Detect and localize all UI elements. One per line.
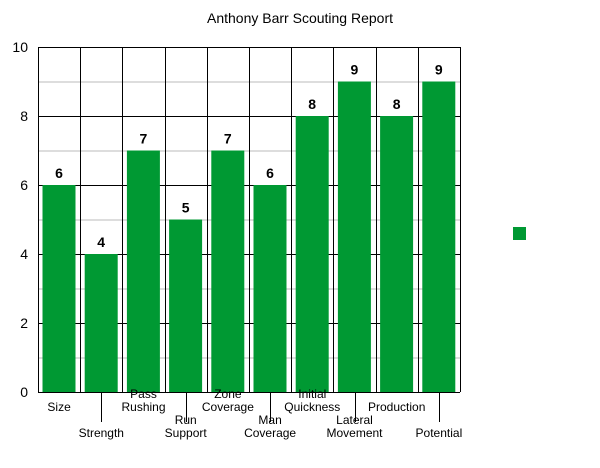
y-tick-label: 2 [20, 315, 28, 331]
x-tick-label: Man Coverage [244, 413, 296, 440]
x-tick-label: Initial Quickness [284, 387, 340, 414]
y-tick-label: 4 [20, 246, 28, 262]
x-tick-label: Pass Rushing [121, 387, 165, 414]
data-label: 9 [351, 62, 359, 78]
data-label: 7 [140, 131, 148, 147]
bar [295, 116, 329, 392]
chart-title: Anthony Barr Scouting Report [207, 10, 393, 26]
y-tick-label: 6 [20, 177, 28, 193]
data-label: 6 [55, 165, 63, 181]
bar [380, 116, 414, 392]
bar [42, 185, 76, 392]
data-label: 8 [393, 96, 401, 112]
bar [422, 81, 456, 392]
data-label: 7 [224, 131, 232, 147]
labels: 6 4 7 5 7 6 8 9 8 9 0 2 4 6 8 10 Size Strength Pass Rushing… [12, 39, 462, 440]
bar [169, 219, 203, 392]
y-tick-label: 8 [20, 108, 28, 124]
bar [126, 150, 160, 392]
x-tick-label: Potential [416, 426, 463, 440]
data-label: 8 [308, 96, 316, 112]
x-tick-label: Zone Coverage [202, 387, 254, 414]
data-label: 6 [266, 165, 274, 181]
legend [513, 227, 526, 240]
bar [211, 150, 245, 392]
bar [253, 185, 287, 392]
bars [42, 81, 456, 392]
x-tick-label: Strength [79, 426, 124, 440]
x-tick-label: Size [47, 400, 71, 414]
x-tick-label: Run Support [165, 413, 208, 440]
bar [337, 81, 371, 392]
data-label: 9 [435, 62, 443, 78]
legend-swatch [513, 227, 526, 240]
y-tick-label: 10 [12, 39, 28, 55]
bar [84, 254, 118, 392]
data-label: 4 [97, 234, 105, 250]
y-tick-label: 0 [20, 384, 28, 400]
gridlines [38, 47, 461, 393]
axes [101, 392, 440, 422]
data-label: 5 [182, 200, 190, 216]
x-tick-label: Lateral Movement [326, 413, 383, 440]
x-tick-label: Production [368, 400, 425, 414]
